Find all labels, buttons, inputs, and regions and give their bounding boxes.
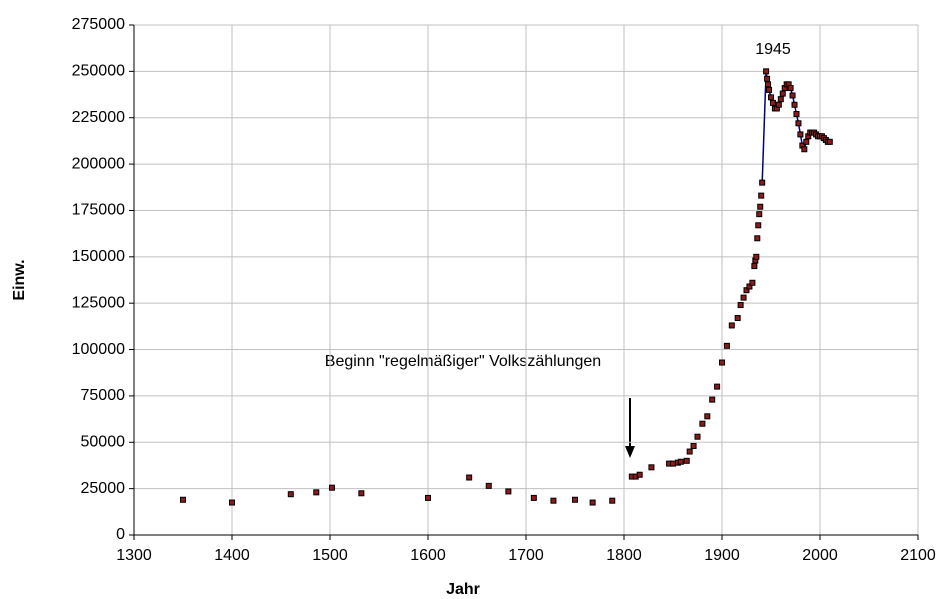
marker <box>803 138 810 145</box>
marker <box>755 222 762 229</box>
x-tick-label: 2000 <box>802 547 838 564</box>
marker <box>756 211 763 218</box>
marker <box>699 420 706 427</box>
x-tick-label: 1400 <box>214 547 250 564</box>
marker <box>313 489 320 496</box>
y-tick-label: 200000 <box>72 155 125 172</box>
marker <box>793 111 800 118</box>
marker <box>530 494 537 501</box>
x-tick-label: 1800 <box>606 547 642 564</box>
x-tick-label: 1300 <box>116 547 152 564</box>
marker <box>723 342 730 349</box>
marker <box>789 92 796 99</box>
marker <box>466 474 473 481</box>
marker <box>694 433 701 440</box>
marker <box>719 359 725 366</box>
marker <box>779 90 786 97</box>
marker <box>704 413 711 420</box>
marker <box>754 235 761 242</box>
marker <box>775 101 782 108</box>
x-tick-label: 2100 <box>900 547 936 564</box>
y-tick-label: 25000 <box>81 480 126 497</box>
marker <box>609 497 616 504</box>
marker <box>749 279 756 286</box>
marker <box>757 203 764 210</box>
marker <box>737 302 744 309</box>
marker <box>505 488 512 495</box>
marker <box>485 482 492 489</box>
y-tick-label: 0 <box>116 526 125 543</box>
marker <box>777 96 784 103</box>
marker <box>686 448 693 455</box>
marker <box>589 499 596 506</box>
annotation: Beginn "regelmäßiger" Volkszählungen <box>325 353 601 370</box>
marker <box>648 464 655 471</box>
marker <box>795 120 802 127</box>
y-tick-label: 225000 <box>72 109 125 126</box>
marker <box>791 101 798 108</box>
x-tick-label: 1500 <box>312 547 348 564</box>
marker <box>180 496 186 503</box>
x-axis-title: Jahr <box>446 581 480 598</box>
marker <box>753 253 760 260</box>
marker <box>801 146 808 153</box>
marker <box>677 458 684 465</box>
marker <box>636 471 643 478</box>
x-tick-label: 1700 <box>508 547 544 564</box>
marker <box>758 192 765 199</box>
marker <box>769 99 776 106</box>
y-tick-label: 50000 <box>81 433 126 450</box>
marker <box>670 460 676 467</box>
marker <box>768 94 774 101</box>
annotation: 1945 <box>755 41 791 58</box>
marker <box>764 75 771 82</box>
marker <box>765 81 772 88</box>
marker <box>287 491 294 498</box>
x-tick-label: 1600 <box>410 547 446 564</box>
marker <box>740 294 747 301</box>
marker <box>358 490 365 497</box>
marker <box>550 497 557 504</box>
marker <box>826 138 833 145</box>
y-tick-label: 125000 <box>72 294 125 311</box>
marker <box>683 457 690 464</box>
marker <box>797 131 804 138</box>
marker <box>751 263 758 270</box>
marker <box>766 86 773 93</box>
marker <box>690 442 697 449</box>
y-tick-label: 175000 <box>72 202 125 219</box>
y-tick-label: 250000 <box>72 63 125 80</box>
marker <box>229 499 235 506</box>
y-tick-label: 100000 <box>72 341 125 358</box>
marker <box>709 396 716 403</box>
marker <box>425 494 431 501</box>
y-tick-label: 150000 <box>72 248 125 265</box>
marker <box>328 484 335 491</box>
marker <box>763 68 770 75</box>
y-tick-label: 75000 <box>81 387 126 404</box>
marker <box>787 85 794 92</box>
marker <box>714 383 721 390</box>
y-axis-title: Einw. <box>11 259 28 300</box>
marker <box>759 179 766 186</box>
arrow-head <box>625 446 635 458</box>
marker <box>734 315 741 322</box>
marker <box>572 496 578 503</box>
y-tick-label: 275000 <box>72 16 125 33</box>
x-tick-label: 1900 <box>704 547 740 564</box>
marker <box>728 322 735 329</box>
